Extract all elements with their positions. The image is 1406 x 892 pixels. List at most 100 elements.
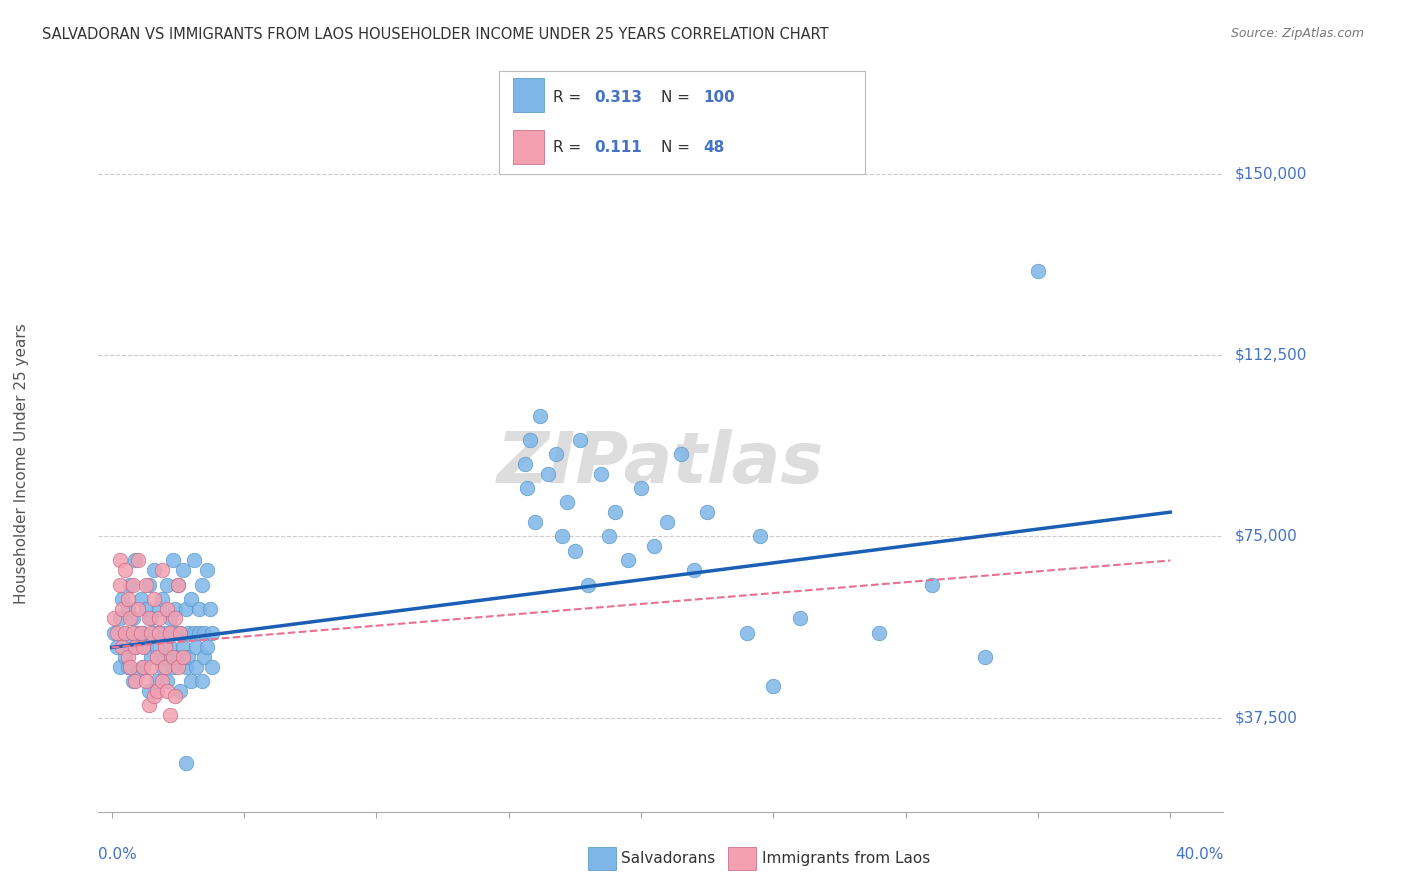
Point (108, 577, 131, 591)
Point (165, 626, 187, 640)
Point (114, 626, 136, 640)
Point (121, 626, 143, 640)
Point (127, 626, 149, 640)
Point (156, 684, 179, 698)
Point (156, 602, 179, 616)
Point (138, 577, 160, 591)
Point (145, 674, 167, 689)
Point (103, 611, 125, 625)
Point (145, 684, 167, 698)
Point (166, 660, 188, 674)
Point (513, 457, 536, 471)
Text: $75,000: $75,000 (1234, 529, 1298, 544)
Point (120, 611, 142, 625)
Point (148, 626, 170, 640)
Point (166, 577, 188, 591)
Point (762, 679, 785, 693)
Point (127, 665, 149, 679)
Point (183, 626, 205, 640)
Point (162, 650, 184, 665)
Point (120, 660, 142, 674)
Point (591, 467, 613, 481)
Point (145, 640, 167, 655)
Point (141, 650, 163, 665)
Point (138, 611, 160, 625)
Point (148, 611, 170, 625)
Text: ZIPatlas: ZIPatlas (498, 429, 824, 499)
Point (974, 650, 997, 665)
Point (135, 602, 157, 616)
Point (616, 553, 638, 567)
Point (132, 660, 155, 674)
Point (201, 626, 224, 640)
Point (195, 563, 218, 577)
Point (124, 674, 146, 689)
Point (198, 602, 221, 616)
Point (190, 674, 212, 689)
Text: 100: 100 (703, 90, 735, 105)
Point (868, 626, 890, 640)
Text: SALVADORAN VS IMMIGRANTS FROM LAOS HOUSEHOLDER INCOME UNDER 25 YEARS CORRELATION: SALVADORAN VS IMMIGRANTS FROM LAOS HOUSE… (42, 27, 828, 42)
Point (127, 553, 149, 567)
Point (630, 481, 652, 495)
Point (138, 684, 160, 698)
Point (153, 650, 176, 665)
Point (1026, 263, 1049, 277)
Point (159, 611, 181, 625)
Point (156, 577, 179, 591)
Point (165, 689, 187, 703)
Point (150, 660, 173, 674)
Point (121, 577, 143, 591)
Point (108, 660, 131, 674)
Point (180, 592, 202, 607)
Point (124, 640, 146, 655)
Point (111, 592, 134, 607)
Point (150, 674, 173, 689)
Point (111, 640, 134, 655)
Point (141, 626, 163, 640)
Point (120, 577, 142, 591)
Point (186, 640, 208, 655)
Point (529, 409, 551, 423)
Point (108, 611, 131, 625)
Point (103, 626, 125, 640)
Point (598, 529, 620, 543)
Point (124, 553, 146, 567)
Point (162, 553, 184, 567)
Point (117, 602, 139, 616)
Point (150, 563, 173, 577)
Point (569, 433, 592, 447)
Point (141, 660, 163, 674)
Point (166, 650, 188, 665)
Point (150, 592, 173, 607)
Point (516, 481, 538, 495)
Point (165, 602, 187, 616)
Point (148, 602, 170, 616)
Point (117, 592, 139, 607)
Point (537, 467, 560, 481)
Point (132, 640, 155, 655)
Point (190, 577, 212, 591)
Text: 0.313: 0.313 (595, 90, 643, 105)
Point (186, 660, 208, 674)
Point (683, 563, 706, 577)
Point (193, 650, 215, 665)
Point (156, 674, 179, 689)
Point (166, 577, 188, 591)
Text: $150,000: $150,000 (1234, 167, 1306, 181)
Point (921, 577, 943, 591)
Point (643, 539, 665, 553)
Text: Source: ZipAtlas.com: Source: ZipAtlas.com (1230, 27, 1364, 40)
Point (138, 698, 160, 713)
Point (121, 611, 143, 625)
Point (657, 515, 679, 529)
Point (114, 563, 136, 577)
Point (135, 640, 157, 655)
Text: R =: R = (553, 90, 586, 105)
Point (117, 650, 139, 665)
Point (105, 626, 128, 640)
Text: $112,500: $112,500 (1234, 348, 1306, 363)
Text: Immigrants from Laos: Immigrants from Laos (762, 852, 931, 866)
Text: Salvadorans: Salvadorans (621, 852, 716, 866)
Point (141, 611, 163, 625)
